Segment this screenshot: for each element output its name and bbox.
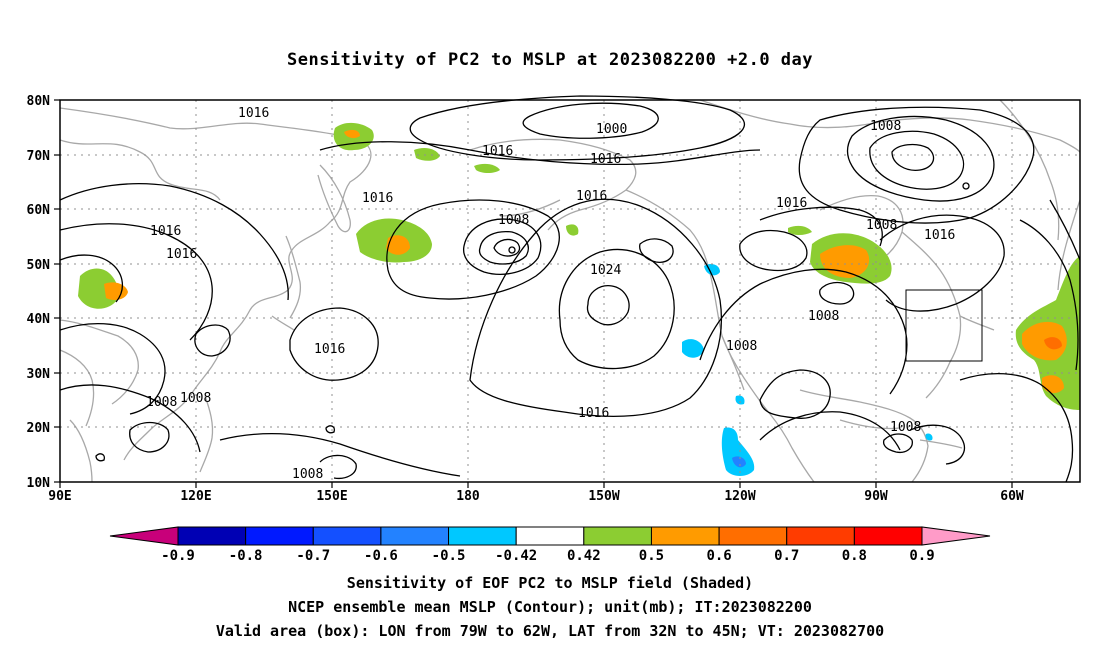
colorbar-swatch <box>718 526 788 546</box>
contour-label: 1008 <box>866 218 897 233</box>
colorbar-swatch <box>786 526 855 546</box>
contour-label: 1016 <box>590 152 621 167</box>
lat-label: 50N <box>27 258 51 273</box>
lon-label: 120E <box>180 489 211 504</box>
contour-label: 1016 <box>924 228 955 243</box>
shade-orange <box>104 282 128 300</box>
shade-green <box>566 224 579 236</box>
contour-label: 1008 <box>726 339 757 354</box>
contour-label: 1016 <box>776 196 807 211</box>
shade-cyan <box>735 395 745 405</box>
colorbar-max-arrow <box>921 526 991 546</box>
contour-label: 1016 <box>576 189 607 204</box>
lon-label: 90W <box>864 489 888 504</box>
lat-label: 10N <box>27 476 51 491</box>
contour-label: 1024 <box>590 263 621 278</box>
shade-green <box>788 225 812 235</box>
shade-dark-orange <box>1044 337 1062 350</box>
shade-cyan <box>721 427 755 476</box>
shade-blue <box>732 456 746 468</box>
longitude-labels: 90E 120E 150E 180 150W 120W 90W 60W <box>48 489 1024 504</box>
colorbar-label: -0.8 <box>229 548 263 564</box>
contour-label: 1016 <box>362 191 393 206</box>
colorbar-label: 0.5 <box>639 548 664 564</box>
sensitivity-shading <box>78 122 1080 476</box>
contour-label: 1016 <box>482 144 513 159</box>
colorbar-swatch <box>515 526 585 546</box>
shade-cyan <box>682 339 704 358</box>
colorbar-label: -0.5 <box>432 548 466 564</box>
colorbar-swatch <box>312 526 382 546</box>
shade-green <box>414 148 440 161</box>
colorbar-label: -0.42 <box>495 548 537 564</box>
contour-label: 1016 <box>150 224 181 239</box>
contour-label: 1008 <box>180 391 211 406</box>
lat-label: 60N <box>27 203 51 218</box>
shade-green <box>474 163 500 173</box>
shade-orange <box>344 129 360 139</box>
shade-orange <box>386 235 410 255</box>
colorbar-label: -0.7 <box>296 548 330 564</box>
contour-label: 1016 <box>578 406 609 421</box>
colorbar-swatch <box>380 526 450 546</box>
gridlines <box>60 100 1080 482</box>
contour-label: 1008 <box>498 213 529 228</box>
colorbar-label: 0.6 <box>706 548 731 564</box>
colorbar-swatch <box>650 526 720 546</box>
lat-label: 70N <box>27 149 51 164</box>
lon-label: 150W <box>588 489 619 504</box>
lon-label: 60W <box>1000 489 1024 504</box>
contour-label: 1008 <box>890 420 921 435</box>
caption-line-3: Valid area (box): LON from 79W to 62W, L… <box>215 622 885 640</box>
map-title: Sensitivity of PC2 to MSLP at 2023082200… <box>286 50 813 70</box>
lon-label: 120W <box>724 489 755 504</box>
colorbar-min-arrow <box>109 526 179 546</box>
contour-label: 1000 <box>596 122 627 137</box>
axis-ticks <box>54 99 1013 488</box>
lat-label: 30N <box>27 367 51 382</box>
coastlines <box>59 99 1081 483</box>
colorbar-label: 0.8 <box>842 548 867 564</box>
colorbar-label: -0.6 <box>364 548 398 564</box>
colorbar-swatch <box>245 526 314 546</box>
shade-orange <box>1042 375 1064 394</box>
map-frame <box>59 99 1081 483</box>
contour-label: 1008 <box>146 395 177 410</box>
lat-label: 40N <box>27 312 51 327</box>
colorbar-label: 0.42 <box>567 548 601 564</box>
lon-label: 90E <box>48 489 71 504</box>
lat-label: 20N <box>27 421 51 436</box>
valid-area-box <box>905 289 983 362</box>
contour-label: 1016 <box>238 106 269 121</box>
shade-cyan <box>925 433 933 441</box>
colorbar-swatch <box>853 526 923 546</box>
contour-label: 1008 <box>808 309 839 324</box>
colorbar-swatch <box>177 526 247 546</box>
colorbar <box>109 526 991 546</box>
lat-label: 80N <box>27 94 51 109</box>
colorbar-swatch <box>583 526 652 546</box>
contour-label: 1008 <box>870 119 901 134</box>
caption-line-2: NCEP ensemble mean MSLP (Contour); unit(… <box>288 598 812 616</box>
contour-labels: 1016 1000 1016 1016 1008 1016 1016 1016 … <box>146 106 955 482</box>
colorbar-swatch <box>448 526 517 546</box>
colorbar-label: -0.9 <box>161 548 195 564</box>
caption-line-1: Sensitivity of EOF PC2 to MSLP field (Sh… <box>346 574 754 592</box>
contour-label: 1008 <box>292 467 323 482</box>
colorbar-labels: -0.9 -0.8 -0.7 -0.6 -0.5 -0.42 0.42 0.5 0.6 0.7 0.… <box>161 548 935 564</box>
colorbar-label: 0.7 <box>774 548 799 564</box>
colorbar-label: 0.9 <box>909 548 934 564</box>
contour-label: 1016 <box>314 342 345 357</box>
contour-label: 1016 <box>166 247 197 262</box>
mslp-contours <box>59 95 1081 483</box>
lon-label: 150E <box>316 489 347 504</box>
lon-label: 180 <box>456 489 480 504</box>
latitude-labels: 80N 70N 60N 50N 40N 30N 20N 10N <box>27 94 51 491</box>
